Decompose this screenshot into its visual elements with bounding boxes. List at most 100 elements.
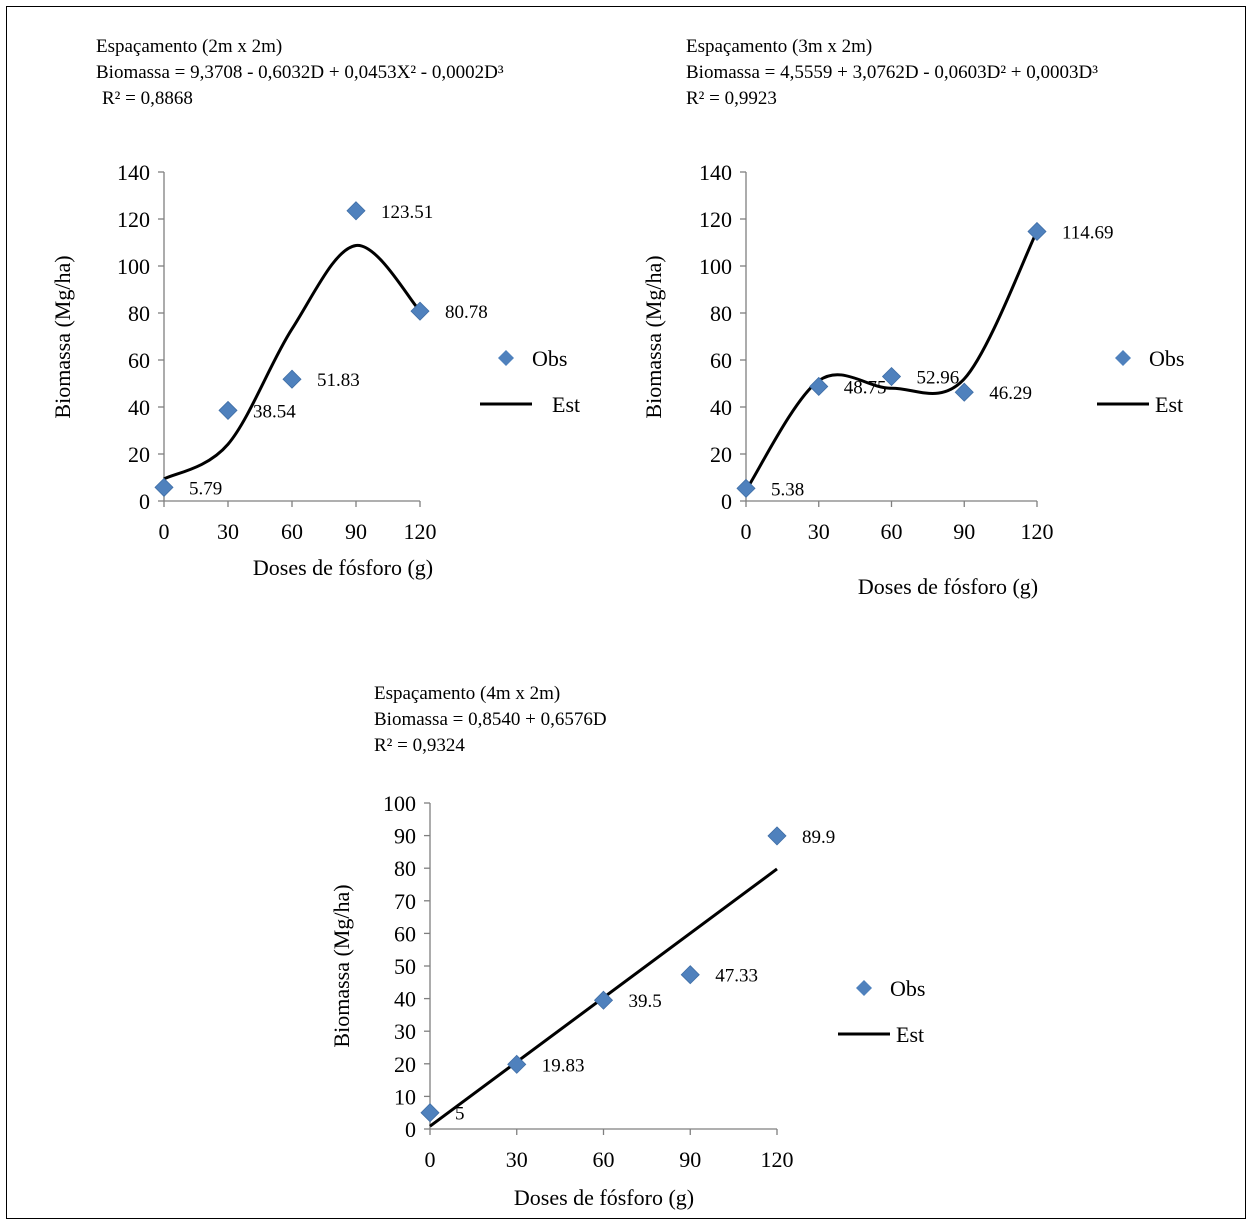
data-label: 114.69	[1062, 222, 1114, 243]
y-tick-label: 80	[128, 301, 150, 326]
obs-point	[809, 376, 829, 397]
x-axis-label: Doses de fósforo (g)	[253, 555, 433, 580]
x-axis-label: Doses de fósforo (g)	[514, 1185, 694, 1210]
y-tick-label: 60	[710, 348, 732, 373]
obs-point	[593, 990, 614, 1010]
y-tick-label: 10	[394, 1084, 416, 1109]
chart-header-line: Espaçamento (2m x 2m)	[96, 36, 282, 57]
obs-point	[282, 369, 302, 389]
data-label: 52.96	[917, 368, 960, 389]
obs-point	[154, 477, 174, 497]
x-tick-label: 60	[881, 519, 903, 544]
y-axis-label: Biomassa (Mg/ha)	[329, 884, 354, 1047]
data-label: 5.79	[189, 478, 222, 499]
obs-point	[346, 201, 366, 221]
chart-header-line: R² = 0,8868	[102, 88, 193, 109]
y-tick-label: 30	[394, 1019, 416, 1044]
legend-est-label: Est	[896, 1022, 924, 1047]
obs-point	[881, 366, 902, 387]
data-label: 19.83	[542, 1055, 585, 1076]
data-label: 5	[455, 1104, 465, 1125]
y-tick-label: 60	[394, 921, 416, 946]
x-tick-label: 0	[741, 519, 752, 544]
y-tick-label: 140	[117, 160, 150, 185]
y-tick-label: 80	[394, 856, 416, 881]
y-tick-label: 140	[699, 160, 732, 185]
data-label: 123.51	[381, 202, 433, 223]
x-tick-label: 60	[281, 519, 303, 544]
x-tick-label: 0	[425, 1147, 436, 1172]
y-tick-label: 40	[394, 987, 416, 1012]
obs-point	[507, 1054, 527, 1074]
x-tick-label: 90	[345, 519, 367, 544]
legend-obs-label: Obs	[1149, 346, 1184, 371]
y-tick-label: 40	[128, 395, 150, 420]
y-tick-label: 120	[699, 207, 732, 232]
y-tick-label: 120	[117, 207, 150, 232]
y-tick-label: 70	[394, 889, 416, 914]
x-tick-label: 120	[1021, 519, 1054, 544]
legend-obs-label: Obs	[532, 346, 567, 371]
y-tick-label: 100	[383, 791, 416, 816]
x-tick-label: 90	[953, 519, 975, 544]
y-tick-label: 20	[710, 442, 732, 467]
chart-header-line: Espaçamento (3m x 2m)	[686, 36, 872, 57]
y-tick-label: 100	[117, 254, 150, 279]
obs-point	[767, 826, 787, 846]
y-tick-label: 80	[710, 301, 732, 326]
data-label: 89.9	[802, 827, 835, 848]
y-tick-label: 20	[394, 1052, 416, 1077]
data-label: 39.5	[629, 991, 662, 1012]
legend-obs-marker	[1115, 350, 1131, 366]
chart-4x2: Espaçamento (4m x 2m) Biomassa = 0,8540 +…	[329, 683, 925, 1210]
y-tick-label: 40	[710, 395, 732, 420]
y-tick-label: 0	[405, 1117, 416, 1142]
data-label: 51.83	[317, 370, 360, 391]
y-tick-label: 100	[699, 254, 732, 279]
data-label: 80.78	[445, 302, 488, 323]
data-label: 5.38	[771, 479, 804, 500]
x-tick-label: 90	[679, 1147, 701, 1172]
y-tick-label: 20	[128, 442, 150, 467]
figure-frame	[6, 6, 1246, 1219]
obs-point	[410, 301, 430, 321]
chart-header-line: Biomassa = 4,5559 + 3,0762D - 0,0603D² +…	[686, 62, 1098, 83]
data-label: 48.75	[844, 377, 887, 398]
data-label: 46.29	[989, 383, 1032, 404]
obs-point	[680, 965, 700, 985]
obs-point	[420, 1103, 440, 1123]
x-tick-label: 120	[761, 1147, 794, 1172]
est-series-line	[744, 230, 1039, 492]
x-tick-label: 60	[593, 1147, 615, 1172]
chart-header-line: R² = 0,9324	[374, 735, 465, 756]
x-tick-label: 30	[506, 1147, 528, 1172]
y-tick-label: 0	[139, 489, 150, 514]
x-tick-label: 0	[159, 519, 170, 544]
x-axis-label: Doses de fósforo (g)	[858, 574, 1038, 599]
chart-header-line: Biomassa = 0,8540 + 0,6576D	[374, 709, 607, 730]
chart-header-line: Espaçamento (4m x 2m)	[374, 683, 560, 704]
y-tick-label: 60	[128, 348, 150, 373]
x-tick-label: 30	[808, 519, 830, 544]
chart-header-line: Biomassa = 9,3708 - 0,6032D + 0,0453X² -…	[96, 62, 504, 83]
chart-header-line: R² = 0,9923	[686, 88, 777, 109]
y-tick-label: 50	[394, 954, 416, 979]
obs-point	[954, 382, 974, 402]
est-series-line	[163, 243, 422, 481]
y-axis-label: Biomassa (Mg/ha)	[641, 255, 666, 418]
data-label: 38.54	[253, 401, 296, 422]
legend-est-label: Est	[552, 392, 580, 417]
data-label: 47.33	[715, 966, 758, 987]
y-tick-label: 90	[394, 824, 416, 849]
chart-3x2: Espaçamento (3m x 2m) Biomassa = 4,5559 +…	[641, 36, 1184, 599]
obs-point	[1027, 221, 1047, 242]
x-tick-label: 30	[217, 519, 239, 544]
chart-2x2: Espaçamento (2m x 2m) Biomassa = 9,3708 -…	[50, 36, 580, 580]
legend-obs-marker	[498, 350, 514, 366]
legend-obs-marker	[856, 980, 872, 996]
obs-point	[736, 478, 756, 498]
y-tick-label: 0	[721, 489, 732, 514]
x-tick-label: 120	[404, 519, 437, 544]
y-axis-label: Biomassa (Mg/ha)	[50, 255, 75, 418]
